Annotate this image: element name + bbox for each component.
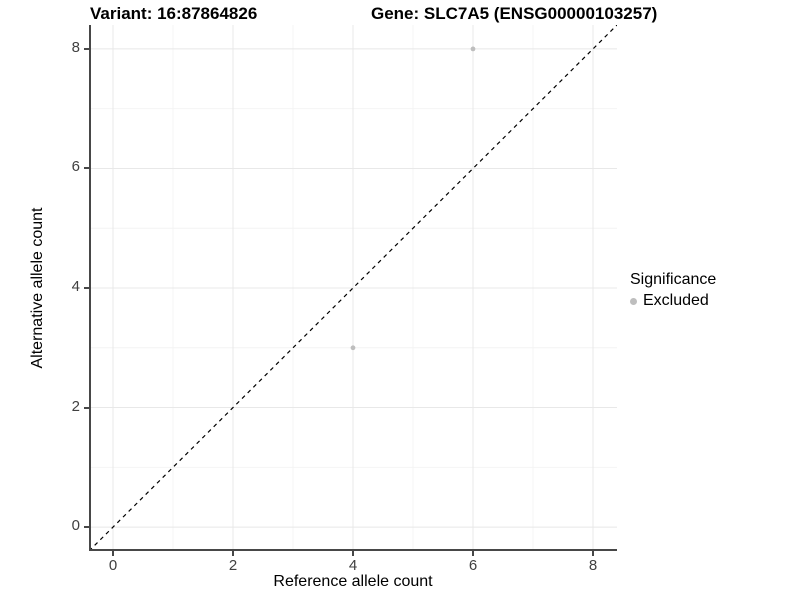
data-point: [350, 345, 356, 351]
legend-entry-label: Excluded: [643, 292, 709, 309]
legend-title: Significance: [630, 271, 717, 288]
x-tick-label: 2: [228, 557, 238, 574]
y-tick-label: 4: [71, 278, 80, 295]
y-tick-label: 6: [71, 158, 80, 176]
y-tick-label: 0: [71, 517, 80, 535]
variant-title: Variant: 16:87864826: [90, 4, 258, 23]
x-tick-label: 6: [468, 557, 478, 574]
y-axis-title: Alternative allele count: [29, 207, 46, 369]
plot-panel: [89, 25, 617, 551]
x-tick-label: 0: [108, 557, 118, 574]
y-tick-label: 8: [71, 38, 80, 56]
y-tick-label: 2: [71, 397, 80, 415]
legend: Significance Excluded: [630, 271, 716, 310]
x-tick-mark: [592, 551, 594, 556]
gene-title: Gene: SLC7A5 (ENSG00000103257): [371, 4, 658, 23]
legend-entry-excluded: Excluded: [630, 292, 716, 310]
x-tick-mark: [352, 551, 354, 556]
excluded-point-icon: [630, 297, 637, 305]
x-tick-mark: [112, 551, 114, 556]
data-point: [470, 46, 476, 52]
x-tick-label: 4: [348, 557, 358, 574]
x-axis-title: Reference allele count: [273, 573, 433, 590]
x-tick-label: 8: [588, 557, 598, 574]
plot-canvas: [89, 25, 617, 551]
x-tick-mark: [472, 551, 474, 556]
x-tick-mark: [232, 551, 234, 556]
